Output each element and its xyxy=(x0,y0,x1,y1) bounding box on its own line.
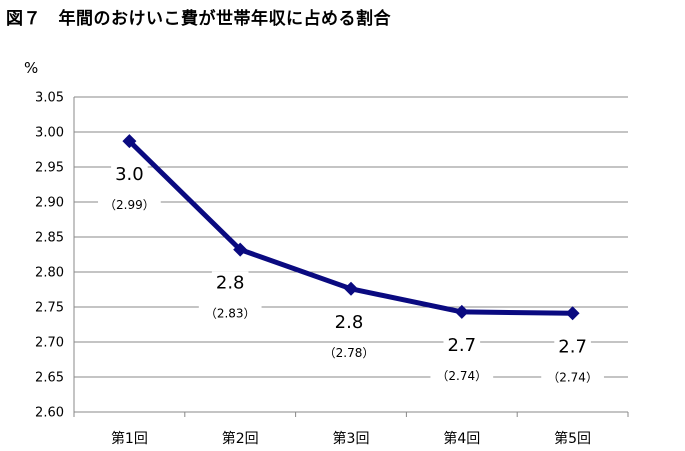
data-sublabel: （2.99） xyxy=(104,198,155,212)
chart-title: 図７ 年間のおけいこ費が世帯年収に占める割合 xyxy=(6,9,391,29)
data-labels: 3.0 （2.99） 2.8 （2.83） 2.8 （2.78） 2.7 （2.74） 2.7 （… xyxy=(98,163,604,387)
data-point-marker xyxy=(344,281,358,296)
data-sublabel-background xyxy=(98,196,161,215)
y-tick-label: 2.95 xyxy=(35,161,64,176)
data-point-marker xyxy=(122,134,137,149)
y-tick-label: 2.65 xyxy=(35,371,64,386)
data-point-marker xyxy=(565,306,580,321)
data-label-background xyxy=(554,335,591,359)
y-tick-label: 2.60 xyxy=(35,406,64,421)
x-tick-label: 第4回 xyxy=(443,430,480,447)
data-label-background xyxy=(211,271,249,295)
x-tick-label: 第2回 xyxy=(222,430,259,447)
x-axis-ticks: 第1回 第2回 第3回 第4回 第5回 xyxy=(111,430,591,447)
x-tick-label: 第5回 xyxy=(554,430,591,447)
data-point-marker xyxy=(233,242,248,257)
data-sublabel-background xyxy=(198,304,262,323)
data-point-marker xyxy=(454,304,469,319)
data-series xyxy=(122,134,580,321)
y-tick-label: 3.00 xyxy=(35,126,64,141)
data-sublabel-background xyxy=(541,368,604,387)
data-label-background xyxy=(330,310,368,334)
gridlines xyxy=(74,96,628,378)
y-tick-label: 3.05 xyxy=(35,91,64,106)
data-label: 2.8 xyxy=(216,273,245,294)
data-label: 2.7 xyxy=(558,336,587,357)
data-sublabel: （2.74） xyxy=(547,370,598,384)
data-sublabel: （2.78） xyxy=(324,346,375,360)
y-tick-label: 2.90 xyxy=(35,196,64,211)
data-label: 3.0 xyxy=(115,164,144,185)
y-tick-label: 2.75 xyxy=(35,301,64,316)
axes xyxy=(73,97,629,417)
data-sublabel-background xyxy=(430,366,494,385)
data-sublabel: （2.83） xyxy=(205,307,256,321)
x-tick-label: 第1回 xyxy=(111,430,148,447)
data-sublabel: （2.74） xyxy=(436,369,487,383)
data-label-background xyxy=(111,163,148,187)
data-label: 2.8 xyxy=(335,312,364,333)
data-sublabel-background xyxy=(317,343,381,362)
y-tick-label: 2.70 xyxy=(35,336,64,351)
data-label: 2.7 xyxy=(447,335,476,356)
data-label-background xyxy=(443,333,481,357)
y-axis-unit-label: % xyxy=(24,59,39,77)
y-axis-ticks: 2.60 2.65 2.70 2.75 2.80 2.85 2.90 2.95 3.00 3.05 xyxy=(35,91,64,421)
y-tick-label: 2.85 xyxy=(35,231,64,246)
y-tick-label: 2.80 xyxy=(35,266,64,281)
x-tick-label: 第3回 xyxy=(333,430,370,447)
